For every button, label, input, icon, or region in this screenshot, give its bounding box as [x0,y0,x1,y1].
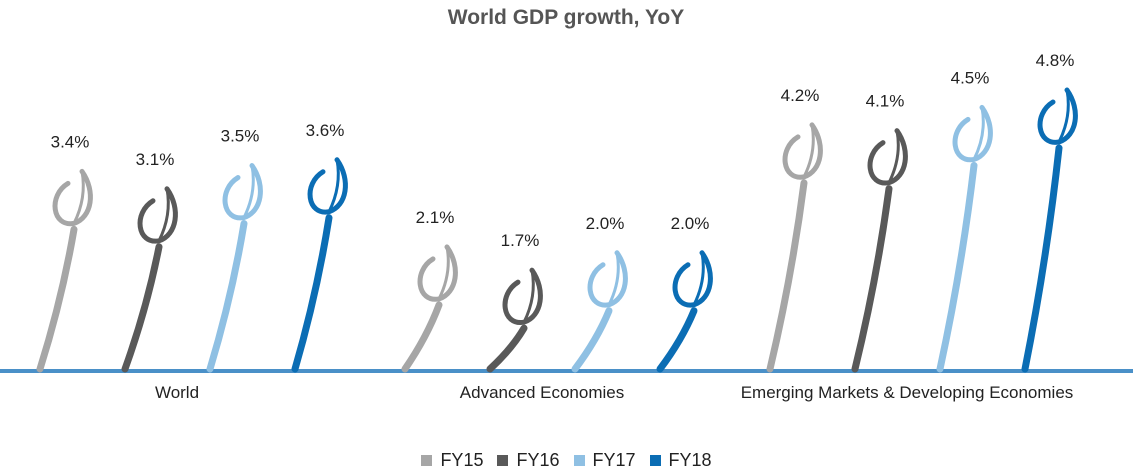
value-label: 3.4% [51,132,90,151]
stem [936,161,978,373]
legend-item: FY16 [497,450,560,471]
leaf-bar [571,250,628,373]
leaf-bar [206,163,263,373]
legend-swatch [421,455,433,466]
x-tick-label: Advanced Economies [459,383,625,402]
leaf [52,168,93,226]
legend-swatch [573,455,585,466]
legend-swatch [649,455,661,466]
stem [291,214,333,373]
leaf-vein [607,252,620,306]
leaf-bar [36,168,93,373]
legend-item: FY17 [573,450,636,471]
leaf-bar [486,267,543,373]
chart-title: World GDP growth, YoY [448,6,684,29]
legend-item: FY15 [421,450,483,471]
leaf [137,186,178,244]
stem [36,225,78,373]
value-label: 3.1% [136,150,175,169]
leaf [867,128,908,186]
value-label: 2.0% [586,214,625,233]
stem [571,307,613,373]
stem [656,307,698,373]
leaf-bar [851,128,908,373]
leaf-vein [157,188,170,242]
leaf [502,267,543,325]
value-label: 3.5% [221,127,260,146]
leaf [952,104,993,163]
legend-swatch [497,455,509,466]
legend-label: FY17 [592,450,636,470]
leaf-bar [401,244,458,373]
leaf [417,244,458,302]
legend-item: FY18 [649,450,712,471]
leaf-bar [121,186,178,373]
leaf [587,250,628,308]
leaf-vein [437,246,450,300]
leaf [1037,87,1078,145]
stem [121,243,163,373]
value-label: 3.6% [306,121,345,140]
leaf [307,157,348,215]
leaf-vein [692,252,705,306]
leaf-vein [972,107,985,161]
stem [851,185,893,373]
leaf-vein [72,171,85,225]
leaf-vein [242,165,255,219]
x-tick-label: World [154,383,200,402]
leaf-vein [1057,89,1070,143]
leaf-vein [327,159,340,213]
leaf-bar [936,104,993,373]
leaf-bar [1021,87,1078,373]
legend-label: FY16 [516,450,560,470]
stem [486,324,528,373]
leaf-vein [522,269,535,323]
leaf-vein [887,130,900,184]
value-label: 2.1% [416,208,455,227]
leaf [222,163,263,221]
leaf-bar [291,157,348,373]
value-label: 4.1% [866,92,905,111]
value-label: 4.5% [951,68,990,87]
stem [401,301,443,373]
value-label: 2.0% [671,214,710,233]
legend: FY15 FY16 FY17 FY18 [0,450,1133,471]
x-tick-label: Emerging Markets & Developing Economies [740,383,1074,402]
leaf [672,250,713,308]
value-label: 1.7% [501,231,540,250]
value-label: 4.2% [781,86,820,105]
leaf-bar [656,250,713,373]
leaf-bar [766,122,823,373]
legend-label: FY15 [440,450,484,470]
leaf-vein [802,124,815,178]
legend-label: FY18 [668,450,712,470]
leaf [782,122,823,180]
stem [766,179,808,373]
value-label: 4.8% [1036,51,1075,70]
stem [206,220,248,373]
stem [1021,144,1063,373]
